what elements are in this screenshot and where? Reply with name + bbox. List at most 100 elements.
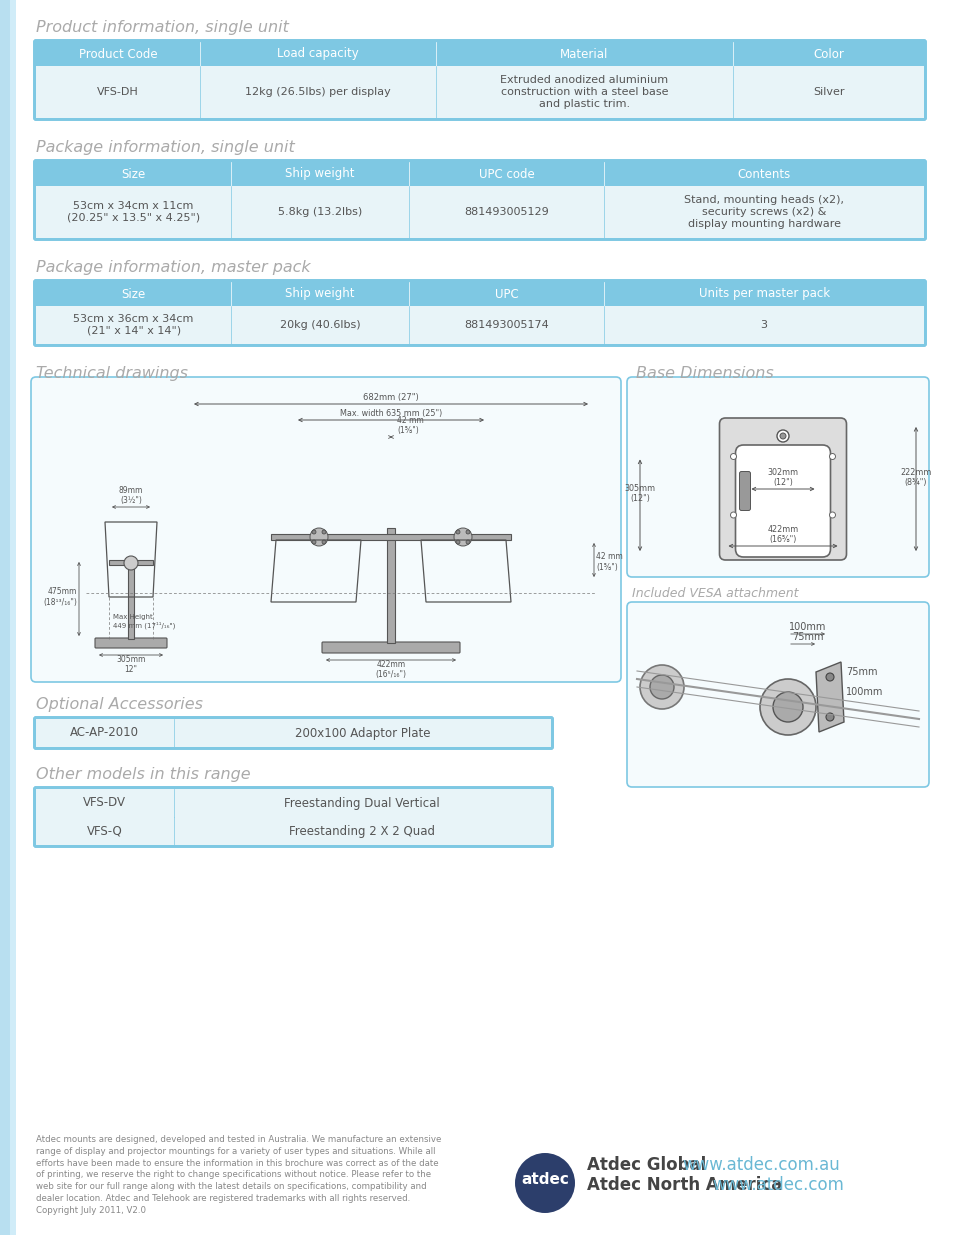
FancyBboxPatch shape [34,40,925,68]
Text: 3: 3 [760,320,767,330]
Text: Freestanding Dual Vertical: Freestanding Dual Vertical [284,797,439,809]
Text: 42 mm
(1⅝"): 42 mm (1⅝") [396,416,423,435]
Text: °: ° [568,1153,573,1163]
Circle shape [312,530,315,534]
FancyBboxPatch shape [34,718,553,748]
FancyBboxPatch shape [739,472,750,510]
Text: VFS-DH: VFS-DH [97,86,139,98]
Text: 422mm
(16⅝"): 422mm (16⅝") [766,525,798,543]
Text: Package information, master pack: Package information, master pack [36,261,311,275]
Bar [36,719,551,747]
Text: 422mm
(16⁵/₁₆"): 422mm (16⁵/₁₆") [375,659,406,679]
Circle shape [454,529,472,546]
FancyBboxPatch shape [30,377,620,682]
Text: 305mm
(12"): 305mm (12") [624,484,655,503]
Circle shape [639,664,683,709]
Text: www.atdec.com.au: www.atdec.com.au [681,1156,839,1174]
Polygon shape [815,662,843,732]
Text: Max. width 635 mm (25"): Max. width 635 mm (25") [339,409,441,417]
Bar [36,65,923,119]
Bar [128,559,133,638]
Circle shape [772,692,802,722]
Text: Size: Size [121,168,146,180]
Text: AC-AP-2010: AC-AP-2010 [71,726,139,740]
Text: VFS-Q: VFS-Q [87,825,123,837]
FancyBboxPatch shape [34,40,925,120]
Text: Material: Material [559,47,608,61]
Circle shape [828,453,835,459]
Text: Atdec North America: Atdec North America [586,1176,787,1194]
Bar [387,529,395,643]
Text: 75mm: 75mm [791,632,822,642]
Text: 100mm: 100mm [845,687,882,697]
Bar [36,174,923,186]
FancyBboxPatch shape [735,445,830,557]
Bar [36,306,923,345]
FancyBboxPatch shape [0,0,10,1235]
Bar [36,294,923,306]
Bar [109,559,152,564]
Text: UPC: UPC [495,288,518,300]
Text: 53cm x 36cm x 34cm
(21" x 14" x 14"): 53cm x 36cm x 34cm (21" x 14" x 14") [73,314,193,336]
FancyBboxPatch shape [34,161,925,240]
Circle shape [310,529,328,546]
Text: Product Code: Product Code [79,47,157,61]
Text: Stand, mounting heads (x2),
security screws (x2) &
display mounting hardware: Stand, mounting heads (x2), security scr… [683,195,843,228]
Text: UPC code: UPC code [478,168,534,180]
Circle shape [456,530,459,534]
FancyBboxPatch shape [626,601,928,787]
Text: 475mm
(18¹³/₁₆"): 475mm (18¹³/₁₆") [43,588,77,606]
Text: 881493005174: 881493005174 [464,320,548,330]
Text: 305mm
12": 305mm 12" [116,655,146,674]
Text: Atdec Global: Atdec Global [586,1156,711,1174]
Text: 75mm: 75mm [845,667,877,677]
Circle shape [124,556,138,571]
Circle shape [730,453,736,459]
Text: Size: Size [121,288,146,300]
Text: Ship weight: Ship weight [285,288,355,300]
Circle shape [825,713,833,721]
Text: 200x100 Adaptor Plate: 200x100 Adaptor Plate [294,726,430,740]
FancyBboxPatch shape [10,0,16,1235]
Circle shape [465,530,470,534]
Text: 5.8kg (13.2lbs): 5.8kg (13.2lbs) [277,207,362,217]
Text: Silver: Silver [812,86,843,98]
Bar [36,789,551,818]
Text: Color: Color [812,47,843,61]
Text: Load capacity: Load capacity [276,47,358,61]
Bar [36,54,923,65]
Text: VFS-DV: VFS-DV [83,797,126,809]
Text: Freestanding 2 X 2 Quad: Freestanding 2 X 2 Quad [289,825,435,837]
FancyBboxPatch shape [34,280,925,308]
FancyBboxPatch shape [626,377,928,577]
Circle shape [760,679,815,735]
Text: 20kg (40.6lbs): 20kg (40.6lbs) [279,320,360,330]
Text: Contents: Contents [737,168,790,180]
Circle shape [465,540,470,543]
Text: 12kg (26.5lbs) per display: 12kg (26.5lbs) per display [245,86,391,98]
Bar [36,818,551,845]
Text: 302mm
(12"): 302mm (12") [766,468,798,487]
FancyBboxPatch shape [34,787,553,847]
Text: Optional Accessories: Optional Accessories [36,697,203,713]
Circle shape [322,540,326,543]
Circle shape [730,513,736,517]
Text: atdec: atdec [520,1172,568,1187]
Text: 881493005129: 881493005129 [464,207,548,217]
Text: Included VESA attachment: Included VESA attachment [631,587,798,600]
Text: Package information, single unit: Package information, single unit [36,140,294,156]
Text: 53cm x 34cm x 11cm
(20.25" x 13.5" x 4.25"): 53cm x 34cm x 11cm (20.25" x 13.5" x 4.2… [67,201,200,222]
Circle shape [312,540,315,543]
Circle shape [825,673,833,680]
Text: Technical drawings: Technical drawings [36,366,188,382]
Circle shape [456,540,459,543]
Text: 89mm
(3½"): 89mm (3½") [119,485,143,505]
Bar [36,186,923,238]
FancyBboxPatch shape [719,417,845,559]
Text: www.atdec.com: www.atdec.com [711,1176,843,1194]
Circle shape [780,433,785,438]
Circle shape [828,513,835,517]
Circle shape [776,430,788,442]
Circle shape [649,676,673,699]
FancyBboxPatch shape [34,280,925,346]
